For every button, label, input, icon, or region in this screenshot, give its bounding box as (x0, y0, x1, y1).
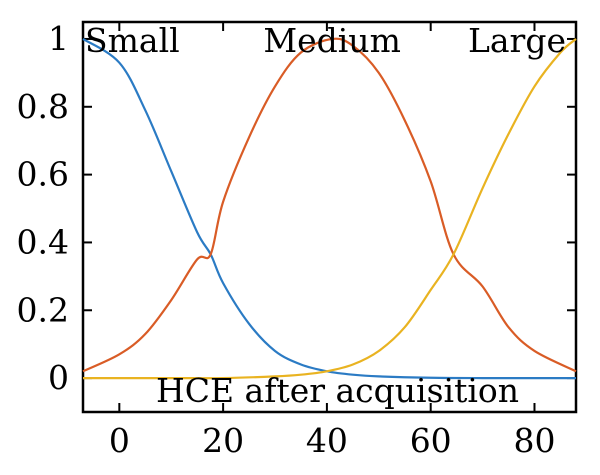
y-tick-label: 1 (48, 19, 69, 58)
series-label-large: Large (468, 21, 566, 60)
series-labels: Small Medium Large (85, 21, 566, 60)
series-line-medium (82, 37, 577, 373)
y-tick-label: 0.6 (17, 155, 69, 194)
x-axis-label: HCE after acquisition (156, 371, 519, 410)
series-line-large (83, 38, 577, 380)
x-tick-label: 40 (306, 421, 348, 460)
series-lines (82, 37, 577, 380)
y-tick-label: 0.8 (17, 87, 69, 126)
x-tick-label: 20 (202, 421, 244, 460)
y-tick-label: 0 (48, 358, 69, 397)
y-tick-label: 0.2 (17, 290, 69, 329)
x-tick-label: 0 (109, 421, 130, 460)
series-label-small: Small (85, 21, 180, 60)
series-line-small (82, 38, 577, 380)
plot-frame (81, 20, 578, 414)
x-tick-label: 60 (410, 421, 452, 460)
x-tick-label: 80 (513, 421, 555, 460)
ticks: 0 20 40 60 80 0 0.2 0.4 0.6 0.8 1 (17, 19, 576, 460)
y-tick-label: 0.4 (17, 222, 69, 261)
series-label-medium: Medium (263, 21, 401, 60)
